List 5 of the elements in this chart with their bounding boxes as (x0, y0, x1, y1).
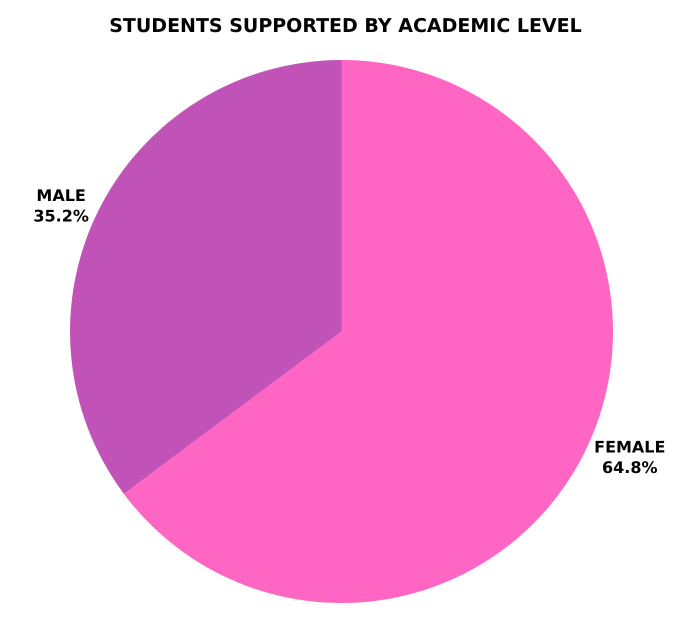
data-label: 64.8% (602, 458, 658, 478)
slice-label: MALE (36, 186, 86, 205)
chart-title: STUDENTS SUPPORTED BY ACADEMIC LEVEL (109, 14, 582, 37)
data-label: 35.2% (33, 206, 89, 226)
slice-label: FEMALE (594, 437, 666, 456)
